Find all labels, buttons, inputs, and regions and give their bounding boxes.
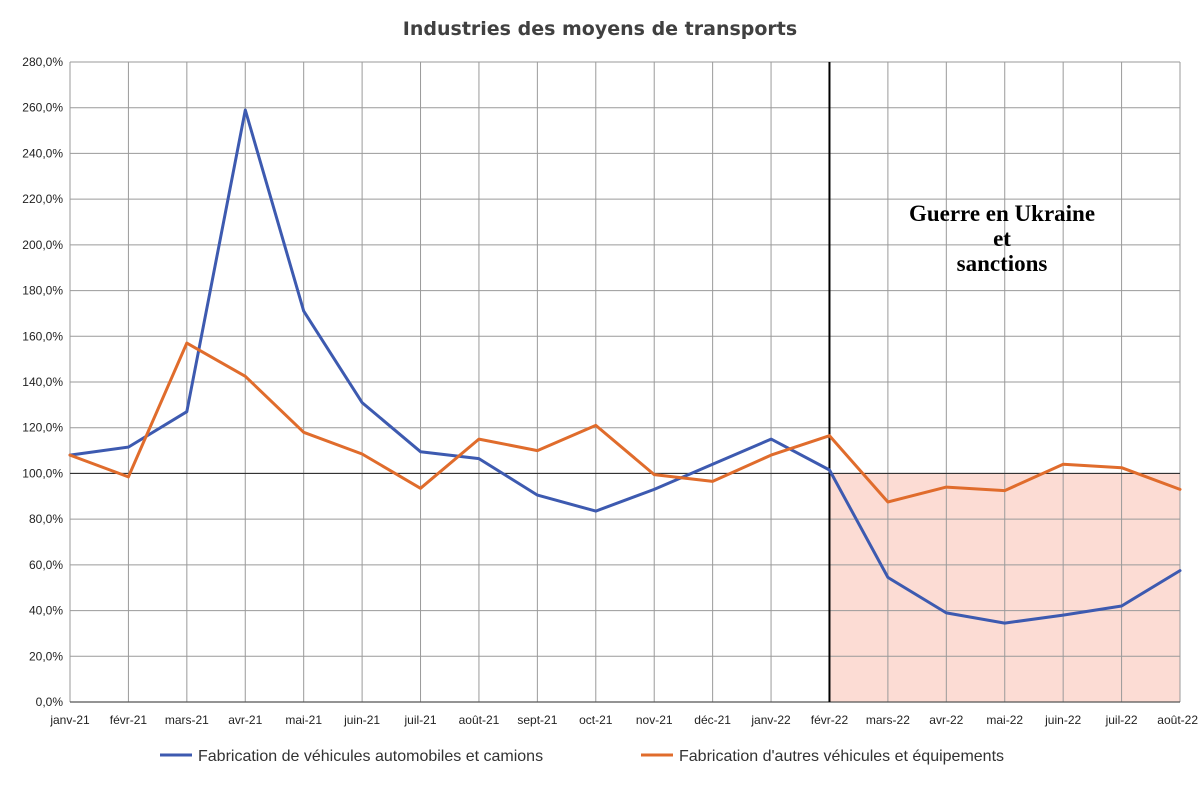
event-annotation-line-1: Guerre en Ukraine <box>909 201 1095 226</box>
x-tick-label: oct-21 <box>579 713 613 727</box>
y-tick-label: 20,0% <box>29 649 63 663</box>
y-tick-label: 80,0% <box>29 512 63 526</box>
y-tick-label: 100,0% <box>22 466 63 480</box>
x-tick-label: juil-21 <box>404 713 437 727</box>
x-tick-label: mai-21 <box>285 713 322 727</box>
x-axis-tick-labels: janv-21 févr-21 mars-21 avr-21 mai-21 juin-21… <box>49 713 1198 727</box>
x-tick-label: juil-22 <box>1105 713 1138 727</box>
y-tick-label: 200,0% <box>22 238 63 252</box>
y-tick-label: 60,0% <box>29 558 63 572</box>
x-tick-label: déc-21 <box>694 713 731 727</box>
x-tick-label: févr-22 <box>811 713 849 727</box>
x-tick-label: août-21 <box>459 713 500 727</box>
x-tick-label: nov-21 <box>636 713 673 727</box>
x-tick-label: août-22 <box>1157 713 1198 727</box>
x-tick-label: févr-21 <box>110 713 148 727</box>
x-tick-label: mai-22 <box>986 713 1023 727</box>
y-tick-label: 140,0% <box>22 375 63 389</box>
y-tick-label: 280,0% <box>22 55 63 69</box>
event-annotation: Guerre en Ukraine et sanctions <box>909 201 1095 276</box>
x-tick-label: juin-21 <box>343 713 380 727</box>
event-annotation-line-2: et <box>993 226 1011 251</box>
y-tick-label: 180,0% <box>22 284 63 298</box>
legend-label-series-2: Fabrication d'autres véhicules et équipe… <box>679 748 1004 765</box>
chart-title: Industries des moyens de transports <box>403 18 797 40</box>
y-tick-label: 240,0% <box>22 146 63 160</box>
y-tick-label: 160,0% <box>22 329 63 343</box>
x-tick-label: avr-21 <box>228 713 262 727</box>
y-tick-label: 120,0% <box>22 421 63 435</box>
legend: Fabrication de véhicules automobiles et … <box>160 748 1004 765</box>
x-tick-label: avr-22 <box>929 713 963 727</box>
y-tick-label: 220,0% <box>22 192 63 206</box>
series-line-1 <box>68 108 1182 625</box>
x-tick-label: mars-22 <box>866 713 910 727</box>
y-tick-label: 40,0% <box>29 604 63 618</box>
y-axis-tick-labels: 0,0% 20,0% 40,0% 60,0% 80,0% 100,0% 120,0% 140,… <box>22 55 63 709</box>
series-line-2 <box>68 341 1182 504</box>
x-tick-label: mars-21 <box>165 713 209 727</box>
event-annotation-line-3: sanctions <box>957 251 1048 276</box>
y-tick-label: 0,0% <box>36 695 64 709</box>
series-lines <box>68 108 1182 625</box>
x-tick-label: janv-21 <box>49 713 90 727</box>
legend-label-series-1: Fabrication de véhicules automobiles et … <box>198 748 543 765</box>
x-tick-label: juin-22 <box>1044 713 1081 727</box>
x-tick-label: sept-21 <box>517 713 557 727</box>
x-tick-label: janv-22 <box>750 713 791 727</box>
y-tick-label: 260,0% <box>22 101 63 115</box>
